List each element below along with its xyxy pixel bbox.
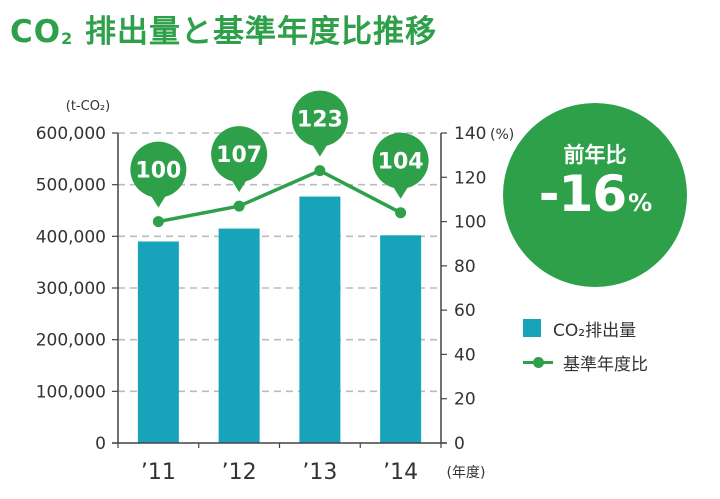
right-tick-label: 20	[454, 390, 476, 410]
line-point-ratio	[233, 200, 245, 212]
data-label-ratio: 104	[378, 150, 424, 175]
callout-bubble	[291, 90, 348, 147]
data-label-ratio: 107	[216, 143, 262, 168]
legend-item-emissions: CO₂排出量	[523, 314, 648, 342]
yoy-badge-value: -16%	[538, 165, 652, 223]
x-tick-label: ’13	[302, 460, 337, 485]
x-tick-label: ’14	[383, 460, 418, 485]
callout-bubble	[372, 132, 429, 189]
legend-item-ratio: 基準年度比	[523, 348, 648, 376]
left-tick-label: 600,000	[36, 124, 106, 144]
right-tick-label: 100	[454, 213, 486, 233]
left-tick-label: 500,000	[36, 176, 106, 196]
right-axis-unit: (%)	[490, 127, 514, 143]
yoy-badge-label: 前年比	[563, 143, 627, 167]
bar-emissions	[299, 196, 341, 443]
left-tick-label: 0	[95, 434, 106, 454]
left-tick-label: 400,000	[36, 227, 106, 247]
yoy-badge: 前年比 -16%	[503, 103, 687, 287]
right-tick-label: 60	[454, 301, 476, 321]
left-tick-label: 300,000	[36, 279, 106, 299]
right-tick-label: 0	[454, 434, 465, 454]
left-axis-unit: (t-CO₂)	[66, 99, 110, 114]
legend-label-ratio: 基準年度比	[563, 354, 648, 375]
callout-bubble	[211, 126, 268, 183]
right-tick-label: 140	[454, 124, 486, 144]
line-ratio	[158, 168, 402, 224]
line-point-ratio	[395, 207, 407, 219]
data-label-ratio: 100	[135, 159, 181, 184]
legend: CO₂排出量 基準年度比	[523, 314, 648, 382]
legend-bar-swatch	[523, 319, 541, 337]
chart-title: CO2 排出量と基準年度比推移	[10, 14, 438, 50]
bar-emissions	[218, 228, 260, 443]
data-label-ratio: 123	[297, 108, 343, 133]
x-tick-label: ’12	[222, 460, 257, 485]
legend-label-emissions: CO₂排出量	[553, 320, 637, 341]
x-tick-label: ’11	[141, 460, 176, 485]
bar-emissions	[137, 241, 179, 443]
left-tick-label: 100,000	[36, 382, 106, 402]
right-tick-label: 80	[454, 257, 476, 277]
right-tick-label: 120	[454, 168, 486, 188]
line-point-ratio	[152, 216, 164, 228]
legend-line-swatch	[523, 353, 553, 371]
line-point-ratio	[314, 165, 326, 177]
bar-emissions	[380, 235, 422, 443]
left-tick-label: 200,000	[36, 331, 106, 351]
right-tick-label: 40	[454, 345, 476, 365]
x-axis-unit: (年度)	[447, 465, 486, 481]
callout-bubble	[130, 141, 187, 198]
